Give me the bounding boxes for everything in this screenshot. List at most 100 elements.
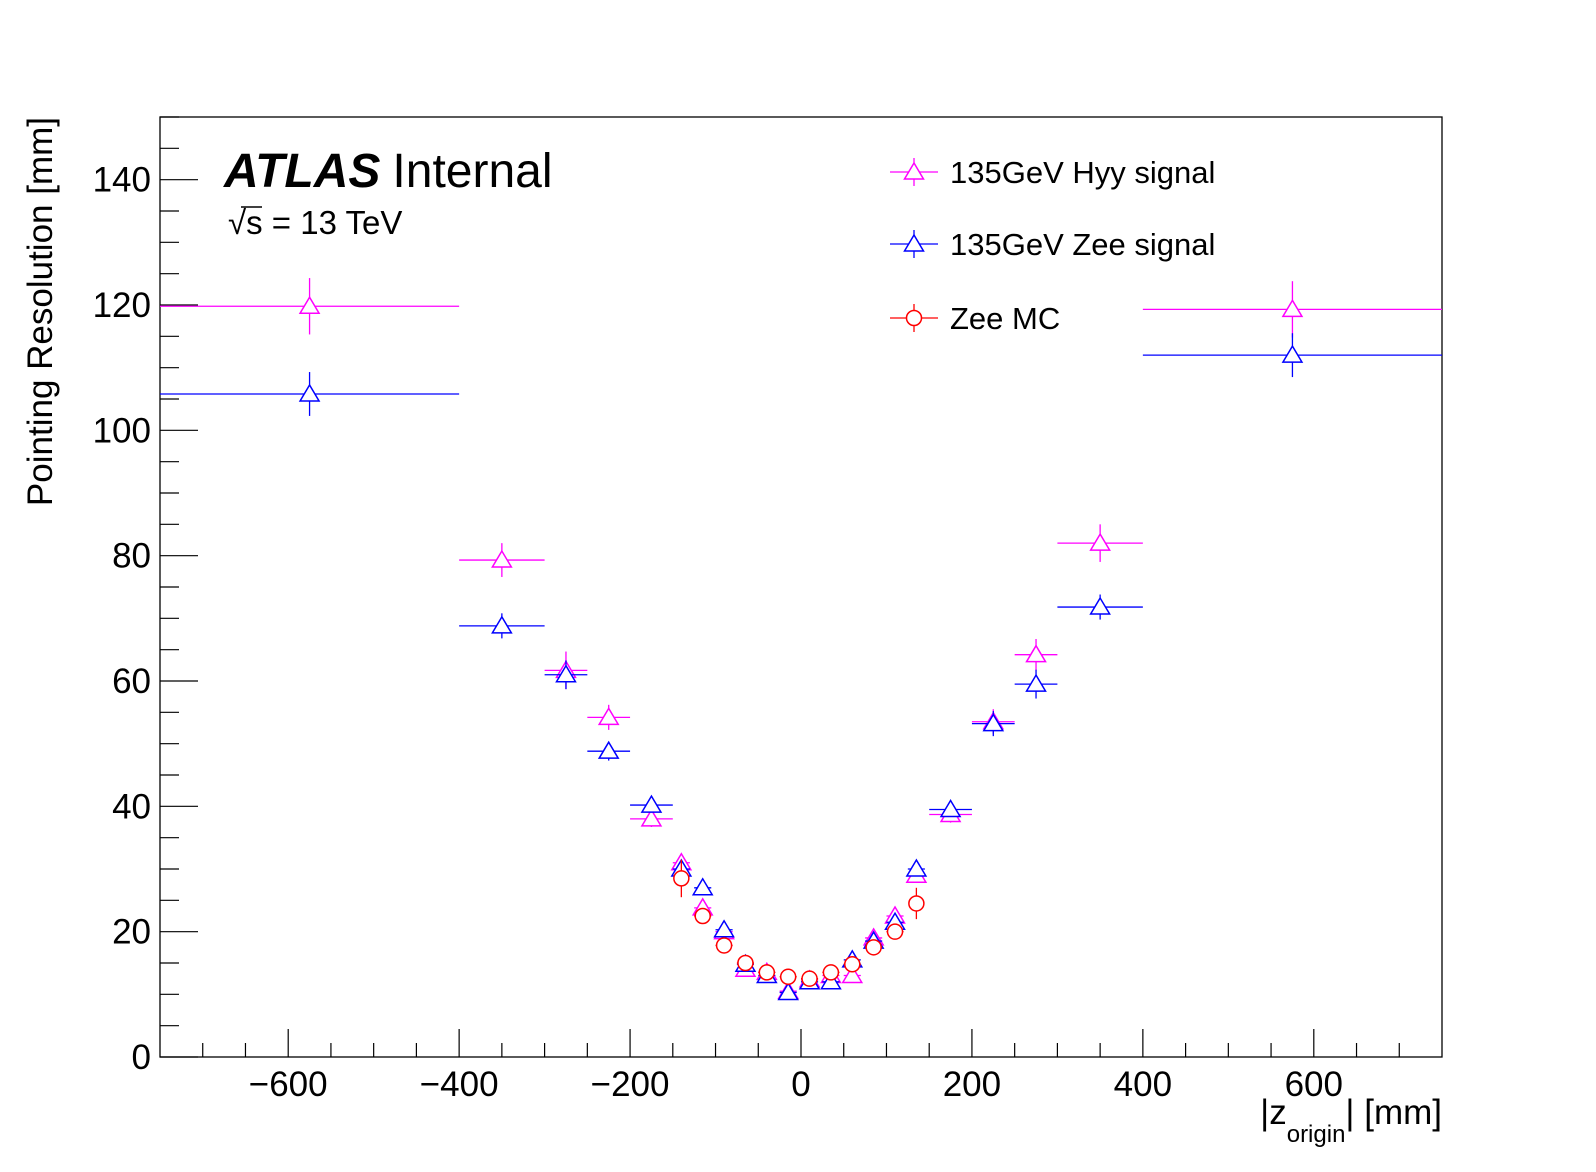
triangle-marker	[691, 877, 714, 896]
data-point	[160, 372, 460, 416]
y-tick-label: 40	[112, 787, 151, 826]
triangle-marker	[555, 664, 577, 683]
data-point	[587, 704, 631, 730]
y-tick-label: 80	[112, 537, 151, 576]
data-point	[630, 794, 673, 813]
x-tick-label: 200	[943, 1065, 1001, 1104]
data-point	[905, 858, 928, 877]
series-2	[673, 859, 925, 987]
y-tick-label: 140	[93, 161, 151, 200]
energy-label: √s = 13 TeV	[228, 204, 402, 241]
data-point	[843, 956, 861, 973]
triangle-marker	[982, 713, 1005, 732]
atlas-label-bold: ATLAS	[223, 145, 380, 198]
data-point	[736, 954, 754, 972]
data-point	[865, 939, 883, 956]
legend-item: Zee MC	[890, 301, 1060, 336]
x-tick-label: −400	[420, 1065, 499, 1104]
atlas-label: ATLAS Internal	[223, 145, 553, 198]
triangle-marker	[713, 919, 735, 938]
data-point	[801, 970, 819, 987]
x-axis-label: |zorigin| [mm]	[1260, 1093, 1442, 1148]
triangle-marker	[298, 383, 321, 402]
circle-marker	[694, 907, 711, 925]
data-point	[758, 964, 776, 981]
data-point	[691, 877, 714, 896]
triangle-marker	[597, 706, 620, 726]
data-point	[694, 907, 712, 925]
circle-marker	[908, 895, 925, 912]
triangle-marker	[1025, 673, 1047, 692]
y-tick-label: 60	[112, 662, 151, 701]
legend: 135GeV Hyy signal 135GeV Zee signal Zee MC	[890, 155, 1215, 336]
triangle-marker	[939, 798, 962, 818]
legend-triangle-marker	[903, 233, 925, 252]
data-point	[908, 887, 925, 920]
x-tick-label: 0	[791, 1065, 810, 1104]
axis-ticks	[160, 116, 1400, 1058]
triangle-marker	[820, 971, 842, 990]
triangle-marker	[905, 858, 928, 877]
triangle-marker	[640, 794, 663, 813]
data-point	[1057, 594, 1143, 620]
legend-item: 135GeV Zee signal	[890, 227, 1215, 262]
data-point	[777, 981, 799, 1001]
legend-triangle-marker	[903, 161, 925, 180]
circle-marker	[673, 870, 690, 887]
data-series	[160, 278, 1442, 1001]
triangle-marker	[491, 549, 513, 568]
axis-tick-labels: −600 −400 −200 0 200 400 600 0 20 40 60 80 100 120 140	[93, 161, 1343, 1104]
circle-marker	[779, 968, 797, 986]
triangle-marker	[777, 981, 799, 1001]
triangle-marker	[1281, 298, 1304, 318]
atlas-label-status: Internal	[392, 145, 552, 198]
triangle-marker	[640, 808, 663, 827]
triangle-marker	[491, 615, 513, 634]
triangle-marker	[1089, 596, 1111, 615]
legend-label: 135GeV Hyy signal	[950, 155, 1215, 190]
y-tick-label: 0	[132, 1038, 151, 1077]
circle-marker	[844, 956, 861, 973]
legend-label: Zee MC	[950, 301, 1060, 336]
x-tick-label: −200	[591, 1065, 670, 1104]
data-point	[630, 808, 673, 828]
x-axis-label-main: |z	[1260, 1093, 1287, 1132]
data-point	[1142, 333, 1442, 378]
x-axis-label-sub: origin	[1287, 1121, 1346, 1148]
x-tick-label: −600	[249, 1065, 328, 1104]
triangle-marker	[1025, 644, 1047, 663]
circle-marker	[715, 937, 733, 954]
y-axis-label: Pointing Resolution [mm]	[21, 117, 60, 506]
triangle-marker	[1281, 344, 1304, 363]
series-1	[160, 333, 1442, 1001]
data-point	[1014, 639, 1058, 671]
data-point	[459, 613, 545, 639]
data-point	[1057, 524, 1143, 562]
data-point	[459, 543, 545, 577]
triangle-marker	[597, 740, 620, 759]
data-point	[820, 971, 842, 990]
x-tick-label: 600	[1285, 1065, 1343, 1104]
energy-sqrt-s: √s	[228, 204, 263, 241]
plot-frame	[159, 116, 1443, 1058]
data-point	[715, 937, 733, 954]
legend-circle-marker	[905, 309, 923, 327]
series-0	[160, 278, 1442, 999]
y-tick-label: 120	[93, 286, 151, 325]
data-point	[673, 859, 690, 898]
data-point	[713, 919, 735, 938]
circle-marker	[865, 939, 882, 956]
circle-marker	[737, 954, 754, 972]
data-point	[929, 798, 972, 818]
x-tick-label: 400	[1114, 1065, 1172, 1104]
data-point	[841, 965, 864, 984]
data-point	[779, 968, 797, 986]
legend-item: 135GeV Hyy signal	[890, 155, 1215, 190]
data-point	[822, 964, 840, 981]
x-axis-label-unit: | [mm]	[1345, 1093, 1442, 1132]
data-point	[886, 923, 904, 940]
data-point	[160, 278, 460, 335]
triangle-marker	[298, 295, 321, 315]
circle-marker	[801, 970, 818, 987]
